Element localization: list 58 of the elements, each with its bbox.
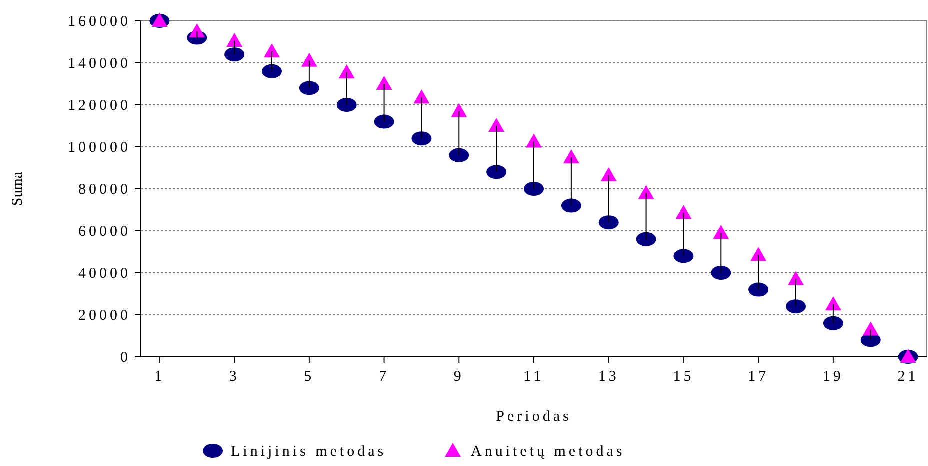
point [638, 185, 654, 200]
point [674, 249, 694, 264]
x-tick-label: 13 [598, 369, 620, 385]
point [449, 148, 470, 162]
point [598, 216, 619, 230]
x-axis-title: Periodas [496, 409, 572, 425]
y-tick-label: 40000 [78, 266, 131, 282]
y-tick-label: 160000 [68, 14, 131, 30]
point [676, 205, 692, 220]
point [412, 132, 432, 146]
y-axis-title: Suma [10, 172, 26, 206]
x-tick-label: 17 [748, 369, 770, 385]
x-tick-label: 3 [229, 369, 240, 385]
point [748, 282, 769, 297]
legend-label: Linijinis metodas [231, 444, 387, 460]
y-tick-label: 140000 [68, 56, 131, 72]
x-tick-label: 15 [673, 369, 694, 385]
point [338, 64, 355, 78]
point [488, 118, 505, 132]
point [823, 316, 844, 330]
point [825, 296, 842, 310]
point [414, 90, 430, 104]
y-tick-label: 20000 [78, 308, 131, 324]
point [600, 167, 617, 182]
point [451, 103, 468, 118]
point [526, 134, 542, 148]
point [376, 76, 392, 90]
x-tick-label: 11 [524, 369, 544, 385]
point [636, 232, 656, 246]
point [189, 24, 206, 38]
point [750, 247, 767, 262]
point [224, 48, 245, 62]
x-tick-label: 5 [304, 369, 315, 385]
point [788, 271, 804, 286]
x-tick-label: 1 [154, 369, 165, 385]
point [374, 114, 394, 129]
x-tick-label: 9 [454, 369, 464, 385]
y-tick-label: 0 [120, 350, 131, 366]
legend-label: Anuitetų metodas [471, 444, 626, 460]
point [563, 150, 580, 164]
point [862, 322, 879, 336]
point [264, 43, 280, 58]
point [486, 165, 507, 180]
y-tick-label: 100000 [68, 140, 131, 156]
point [226, 32, 243, 47]
x-tick-label: 21 [898, 369, 919, 385]
point [786, 300, 806, 314]
x-tick-label: 19 [822, 369, 844, 385]
point [262, 64, 282, 78]
point [301, 52, 318, 67]
point [524, 182, 544, 196]
point [561, 198, 582, 213]
y-tick-label: 60000 [78, 224, 131, 240]
point [299, 81, 320, 96]
y-tick-label: 120000 [68, 98, 131, 114]
x-tick-label: 7 [379, 369, 390, 385]
y-tick-label: 80000 [78, 182, 131, 198]
point [713, 225, 730, 240]
